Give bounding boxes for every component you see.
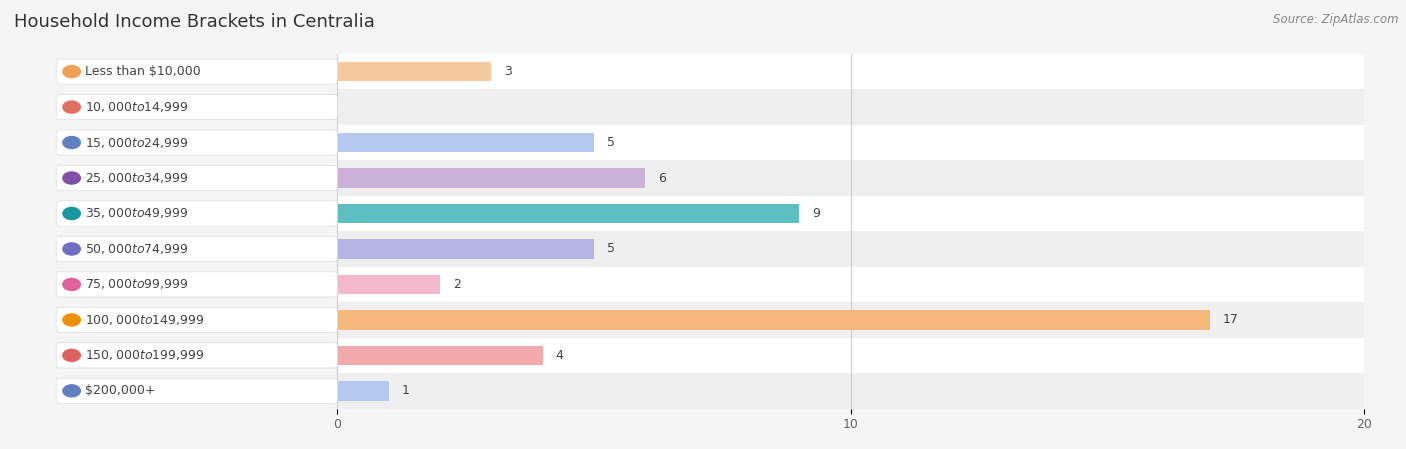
FancyBboxPatch shape <box>56 165 337 191</box>
Text: Source: ZipAtlas.com: Source: ZipAtlas.com <box>1274 13 1399 26</box>
Bar <box>337 275 440 294</box>
Text: 4: 4 <box>555 349 564 362</box>
Text: 17: 17 <box>1223 313 1239 326</box>
Text: 5: 5 <box>607 242 614 255</box>
Circle shape <box>63 385 80 397</box>
Circle shape <box>63 172 80 184</box>
Text: Household Income Brackets in Centralia: Household Income Brackets in Centralia <box>14 13 375 31</box>
FancyBboxPatch shape <box>56 94 337 120</box>
FancyBboxPatch shape <box>56 378 337 404</box>
Bar <box>337 54 1364 89</box>
FancyBboxPatch shape <box>56 307 337 333</box>
Text: 5: 5 <box>607 136 614 149</box>
Text: $100,000 to $149,999: $100,000 to $149,999 <box>84 313 204 327</box>
Text: $150,000 to $199,999: $150,000 to $199,999 <box>84 348 204 362</box>
Text: $10,000 to $14,999: $10,000 to $14,999 <box>84 100 188 114</box>
Text: $35,000 to $49,999: $35,000 to $49,999 <box>84 207 188 220</box>
Bar <box>337 373 1364 409</box>
FancyBboxPatch shape <box>56 59 337 84</box>
FancyBboxPatch shape <box>56 236 337 262</box>
Circle shape <box>63 314 80 326</box>
Bar <box>337 381 388 401</box>
Bar <box>337 231 1364 267</box>
Text: 6: 6 <box>658 172 666 185</box>
Circle shape <box>63 278 80 291</box>
Bar <box>337 346 543 365</box>
Text: Less than $10,000: Less than $10,000 <box>84 65 201 78</box>
Circle shape <box>63 101 80 113</box>
Bar <box>337 133 593 152</box>
Bar <box>337 204 799 223</box>
Bar <box>337 62 492 81</box>
Text: 2: 2 <box>453 278 461 291</box>
Bar <box>337 338 1364 373</box>
Text: 9: 9 <box>813 207 820 220</box>
Bar <box>337 267 1364 302</box>
Bar <box>337 302 1364 338</box>
FancyBboxPatch shape <box>56 130 337 155</box>
Bar <box>337 168 645 188</box>
Bar <box>337 196 1364 231</box>
FancyBboxPatch shape <box>56 272 337 297</box>
Bar <box>337 239 593 259</box>
Bar <box>337 125 1364 160</box>
Text: 3: 3 <box>505 65 512 78</box>
Bar <box>337 160 1364 196</box>
Text: 1: 1 <box>402 384 409 397</box>
Circle shape <box>63 243 80 255</box>
Text: $50,000 to $74,999: $50,000 to $74,999 <box>84 242 188 256</box>
Circle shape <box>63 349 80 361</box>
Text: $25,000 to $34,999: $25,000 to $34,999 <box>84 171 188 185</box>
Text: $75,000 to $99,999: $75,000 to $99,999 <box>84 277 188 291</box>
FancyBboxPatch shape <box>56 343 337 368</box>
Circle shape <box>63 136 80 149</box>
Bar <box>337 310 1209 330</box>
Bar <box>337 89 1364 125</box>
Text: $200,000+: $200,000+ <box>84 384 156 397</box>
FancyBboxPatch shape <box>56 201 337 226</box>
Circle shape <box>63 207 80 220</box>
Text: $15,000 to $24,999: $15,000 to $24,999 <box>84 136 188 150</box>
Circle shape <box>63 66 80 78</box>
